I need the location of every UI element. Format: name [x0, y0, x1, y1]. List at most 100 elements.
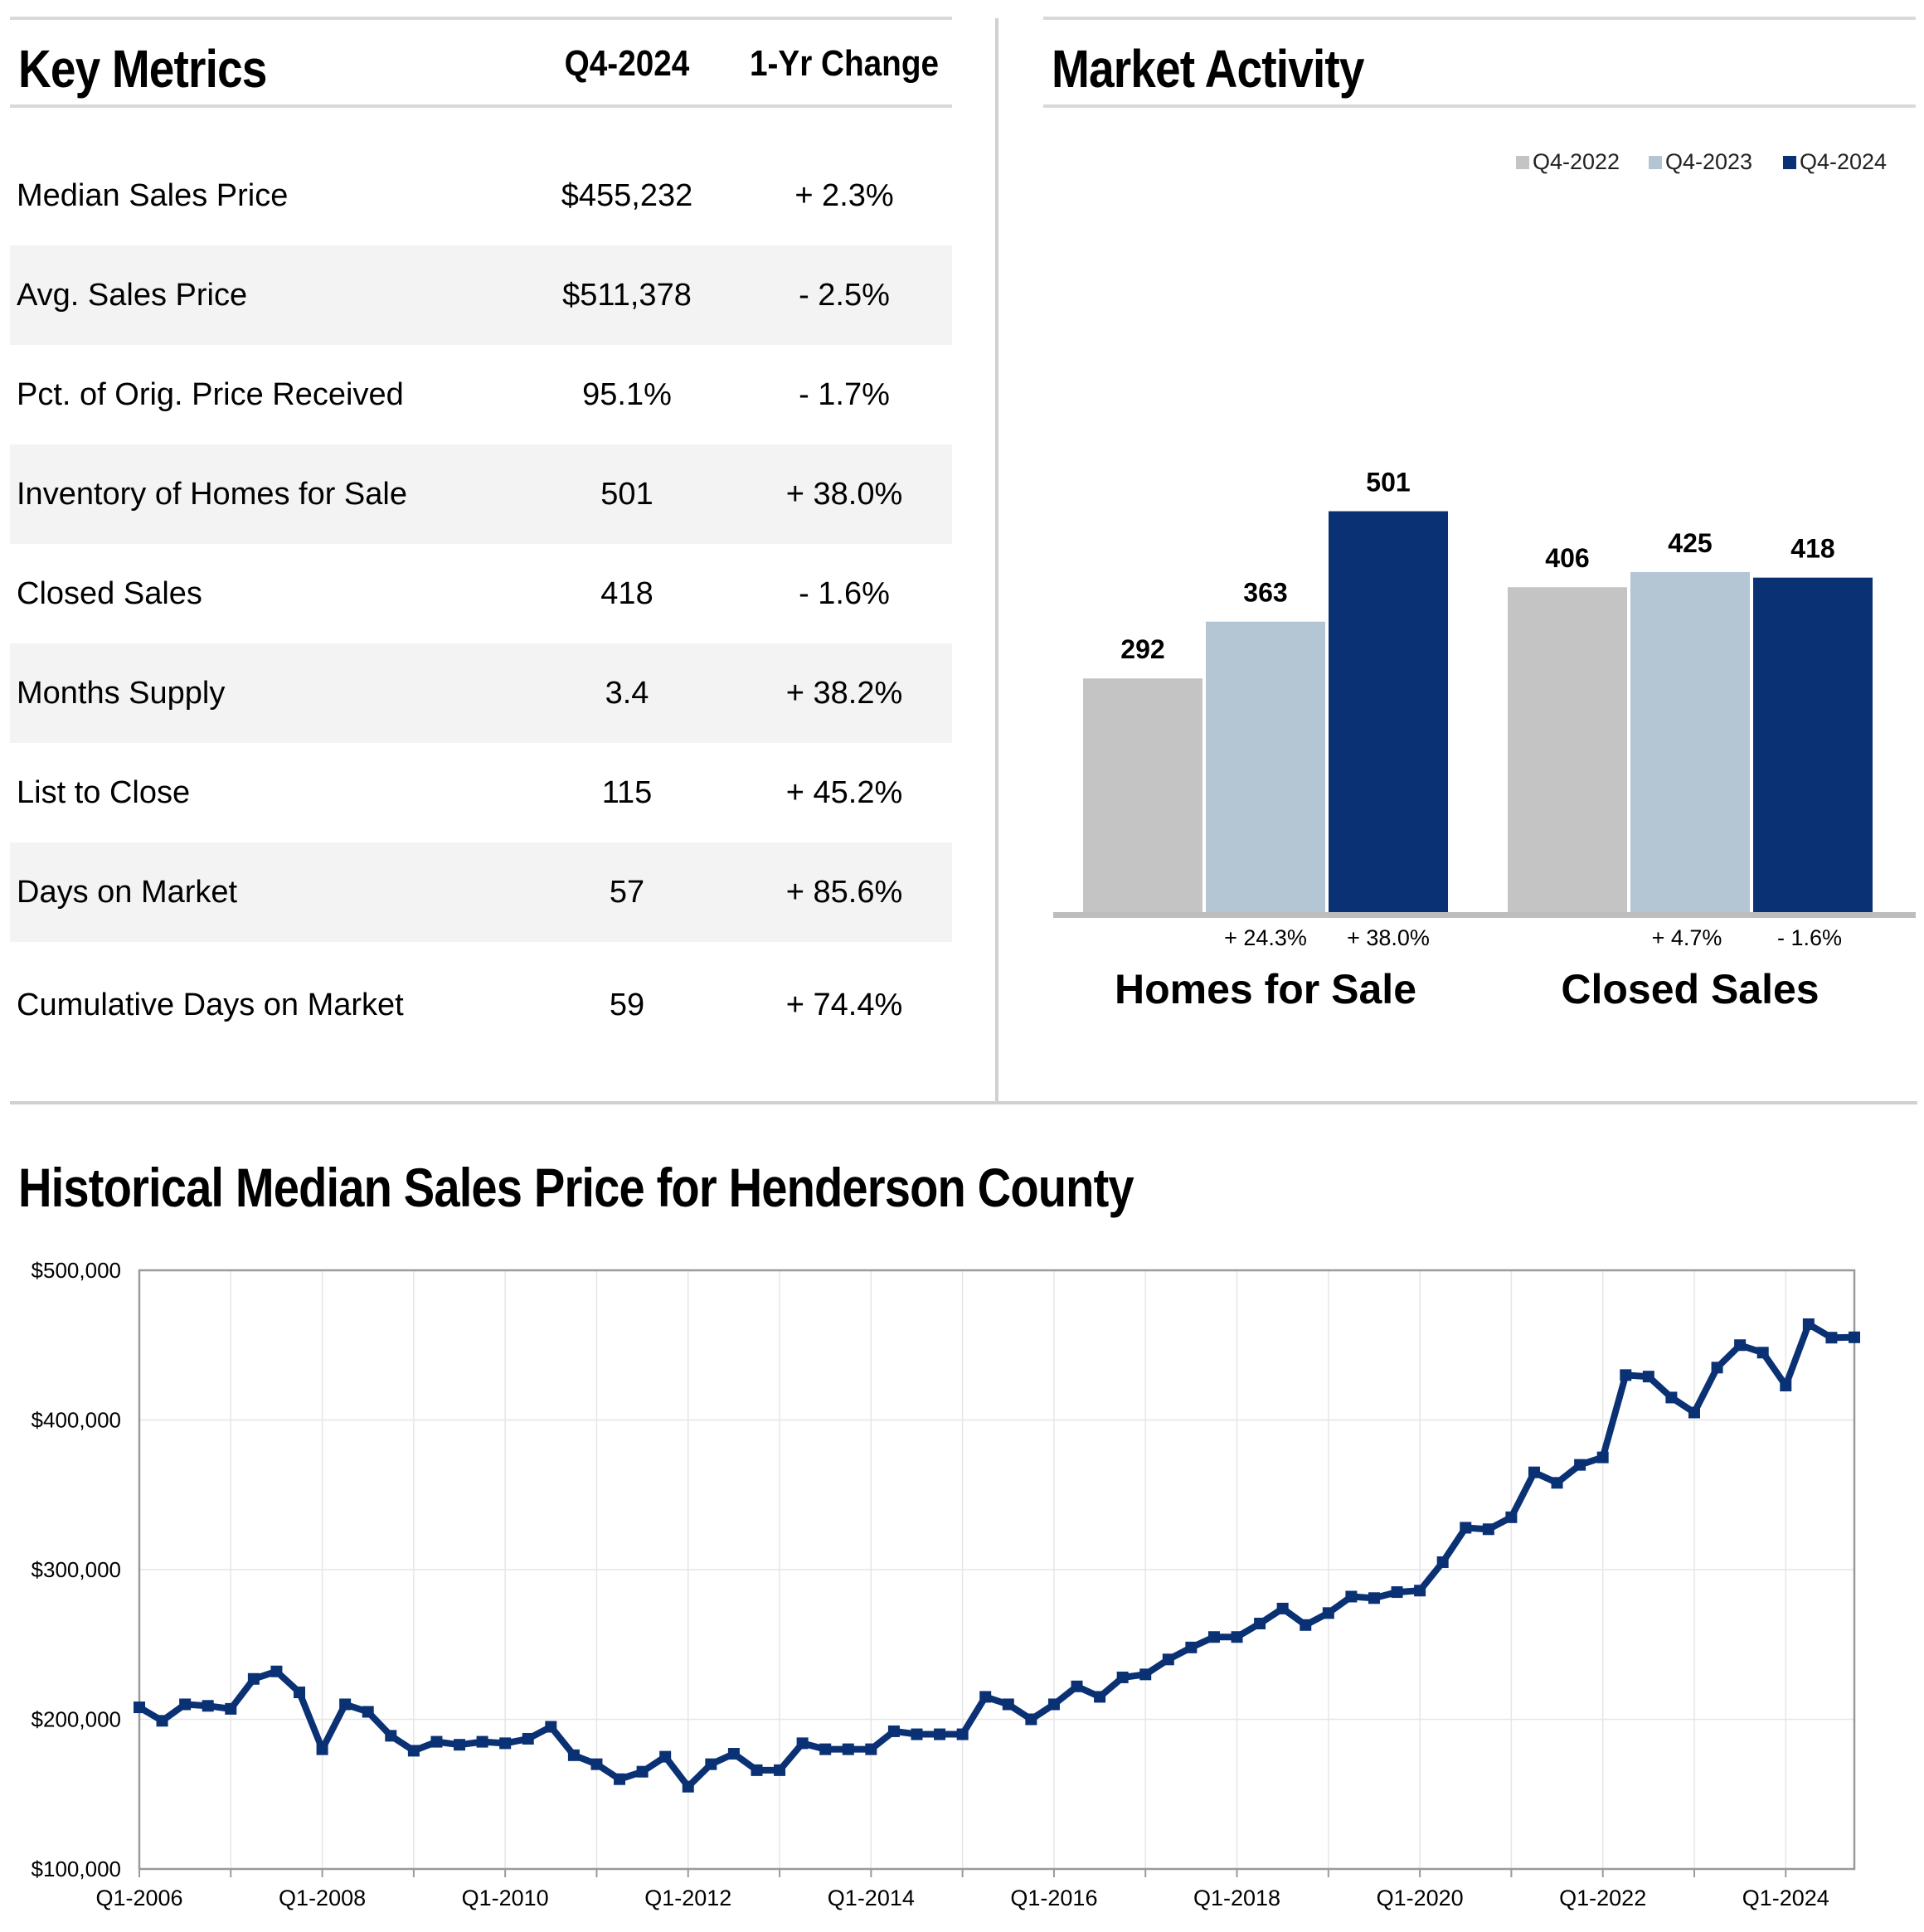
data-point — [1688, 1406, 1700, 1419]
metric-value: 418 — [600, 575, 653, 611]
metric-row: Days on Market 57 + 85.6% — [10, 842, 952, 942]
metric-label: Avg. Sales Price — [17, 277, 248, 313]
data-point — [156, 1715, 168, 1727]
bar — [1753, 577, 1873, 912]
data-point — [567, 1749, 580, 1761]
data-point — [1711, 1362, 1723, 1374]
metric-value: $455,232 — [561, 177, 693, 213]
data-point — [522, 1732, 534, 1745]
data-point — [1734, 1339, 1747, 1352]
y-tick-label: $100,000 — [32, 1857, 121, 1881]
data-point — [1207, 1631, 1220, 1643]
key-metrics-table: Key Metrics Q4-2024 1-Yr Change Median S… — [10, 17, 952, 1103]
y-tick-label: $300,000 — [32, 1557, 121, 1582]
change-label: + 4.7% — [1652, 925, 1722, 950]
data-point — [934, 1728, 946, 1740]
metric-row: Pct. of Orig. Price Received 95.1% - 1.7% — [10, 345, 952, 444]
data-point — [1825, 1332, 1838, 1344]
metric-value: 95.1% — [582, 376, 672, 412]
price-line — [137, 1321, 1855, 1790]
header-rule — [10, 104, 952, 108]
header-rule — [1043, 104, 1916, 108]
historical-price-chart: $100,000 $200,000 $300,000 $400,000 $500,000… — [32, 1258, 1860, 1910]
data-point — [1071, 1680, 1083, 1692]
metric-label: Days on Market — [17, 874, 238, 910]
metric-change: - 1.7% — [799, 376, 890, 412]
data-point — [1551, 1477, 1563, 1489]
data-point — [1231, 1631, 1243, 1643]
data-point — [225, 1702, 237, 1715]
bar-value-label: 425 — [1668, 528, 1712, 558]
bar — [1329, 511, 1448, 912]
data-point — [911, 1728, 923, 1740]
metric-row: Closed Sales 418 - 1.6% — [10, 544, 952, 643]
metric-row: Inventory of Homes for Sale 501 + 38.0% — [10, 444, 952, 544]
legend-label: Q4-2023 — [1665, 149, 1752, 174]
data-point — [1116, 1671, 1129, 1683]
data-point — [1528, 1466, 1540, 1478]
data-point — [979, 1691, 992, 1703]
market-activity-panel: Market Activity Q4-2022 Q4-2023 Q4-2024 292… — [1043, 17, 1916, 1095]
market-activity-title: Market Activity — [1052, 39, 1364, 99]
plot-frame — [138, 1269, 1856, 1871]
data-point — [407, 1745, 420, 1757]
metric-label: Cumulative Days on Market — [17, 987, 404, 1022]
data-point — [1368, 1592, 1380, 1604]
data-point — [179, 1698, 192, 1711]
bar-value-label: 363 — [1243, 578, 1287, 608]
change-label: - 1.6% — [1777, 925, 1842, 950]
category-label: Homes for Sale — [1115, 966, 1416, 1012]
metric-label: Closed Sales — [17, 575, 202, 611]
data-point — [1460, 1522, 1472, 1534]
legend-swatch — [1783, 156, 1796, 169]
x-tick-label: Q1-2020 — [1377, 1886, 1464, 1910]
data-point — [865, 1743, 877, 1755]
data-point — [659, 1750, 672, 1763]
y-tick-label: $400,000 — [32, 1408, 121, 1433]
metric-change: - 1.6% — [799, 575, 890, 611]
data-point — [1345, 1590, 1358, 1603]
top-rule — [1043, 17, 1916, 20]
data-point — [1665, 1391, 1678, 1404]
metric-change: + 38.2% — [785, 675, 903, 711]
data-point — [1505, 1511, 1518, 1523]
change-column-header: 1-Yr Change — [749, 43, 940, 84]
x-tick-label: Q1-2008 — [279, 1886, 366, 1910]
historical-chart-title: Historical Median Sales Price for Hender… — [18, 1157, 1134, 1218]
metric-row: Median Sales Price $455,232 + 2.3% — [10, 146, 952, 245]
bar-value-label: 501 — [1366, 468, 1410, 498]
data-point — [887, 1725, 900, 1737]
data-point — [499, 1737, 512, 1750]
horizontal-divider — [10, 1101, 1917, 1104]
data-point — [1025, 1713, 1037, 1726]
data-point — [1254, 1617, 1266, 1629]
data-point — [796, 1737, 809, 1750]
data-point — [956, 1728, 969, 1740]
bar-value-label: 418 — [1790, 534, 1834, 564]
data-point — [682, 1780, 694, 1793]
y-tick-label: $500,000 — [32, 1258, 121, 1283]
data-point — [774, 1764, 786, 1776]
data-point — [1047, 1698, 1060, 1711]
bar — [1630, 571, 1750, 912]
data-point — [1436, 1556, 1449, 1568]
data-point — [1482, 1523, 1494, 1536]
data-point — [1002, 1698, 1014, 1711]
data-point — [1756, 1347, 1769, 1359]
metric-label: Pct. of Orig. Price Received — [17, 376, 404, 412]
metric-label: List to Close — [17, 774, 191, 810]
data-point — [1414, 1585, 1426, 1597]
data-point — [476, 1735, 488, 1748]
data-point — [1391, 1586, 1403, 1599]
metric-label: Inventory of Homes for Sale — [17, 476, 407, 512]
bar-value-label: 292 — [1120, 634, 1164, 664]
data-point — [362, 1706, 374, 1718]
data-point — [339, 1698, 352, 1711]
data-point — [1642, 1371, 1654, 1383]
x-tick-label: Q1-2022 — [1559, 1886, 1646, 1910]
metric-row: List to Close 115 + 45.2% — [10, 743, 952, 842]
data-point — [751, 1764, 763, 1776]
data-point — [1162, 1653, 1174, 1666]
metric-row: Avg. Sales Price $511,378 - 2.5% — [10, 245, 952, 345]
x-tick-label: Q1-2016 — [1010, 1886, 1097, 1910]
